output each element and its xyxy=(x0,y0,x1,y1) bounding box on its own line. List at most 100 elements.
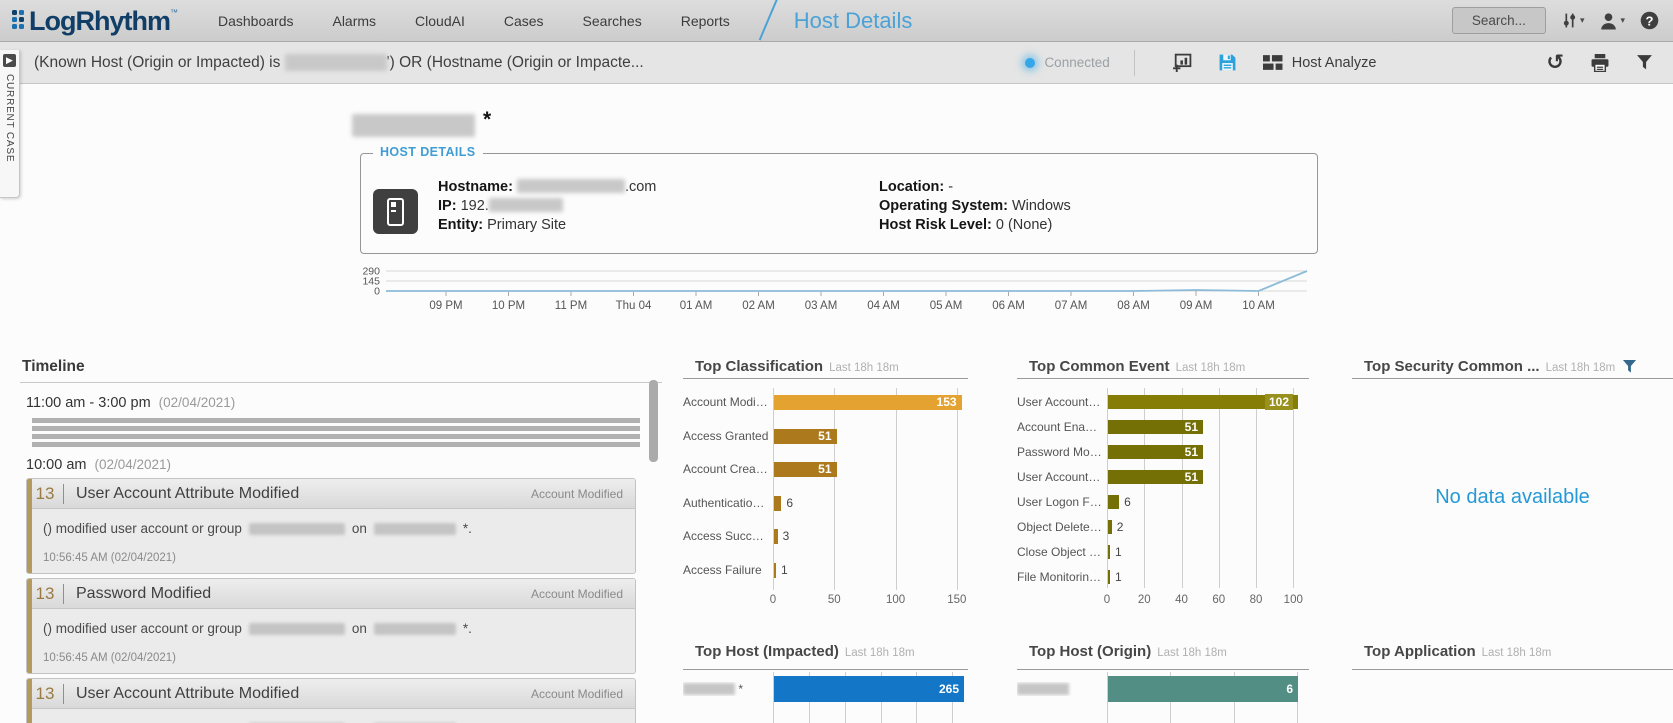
bar-value-label: 51 xyxy=(774,429,832,444)
divider xyxy=(1134,50,1135,76)
timeline-card[interactable]: 13User Account Attribute ModifiedAccount… xyxy=(26,678,636,723)
filter-button[interactable] xyxy=(1636,54,1653,71)
logrhythm-logo[interactable]: LogRhythm ™ xyxy=(12,2,178,40)
bar[interactable] xyxy=(1108,570,1110,584)
nav-item-reports[interactable]: Reports xyxy=(681,13,730,29)
chart-gridline xyxy=(1293,388,1294,588)
chart-category-label: Authentication ... xyxy=(683,496,769,510)
nav-item-cloudai[interactable]: CloudAI xyxy=(415,13,465,29)
bar-value-label: 51 xyxy=(1108,420,1198,434)
chart-category-label: Close Object Fai... xyxy=(1017,545,1103,559)
panel-filter-button[interactable] xyxy=(1622,359,1637,379)
bar[interactable] xyxy=(774,563,776,578)
chart-axis-tick-label: 100 xyxy=(886,594,905,606)
top-nav-bar: LogRhythm ™ Dashboards Alarms CloudAI Ca… xyxy=(0,0,1673,42)
chart-category-label: Account Modifi... xyxy=(683,395,769,409)
logo-dots-icon xyxy=(12,10,24,29)
expand-panel-icon[interactable]: ▶ xyxy=(3,54,16,67)
chart-category-label: User Account C... xyxy=(1017,470,1103,484)
redacted-host-name xyxy=(285,54,387,71)
bar[interactable] xyxy=(1108,545,1110,559)
display-settings-button[interactable]: ▾ xyxy=(1561,12,1585,29)
user-menu-button[interactable]: ▾ xyxy=(1599,12,1625,30)
timeline-card[interactable]: 13Password ModifiedAccount Modified() mo… xyxy=(26,578,636,674)
divider xyxy=(63,484,64,504)
chart-axis-tick-label: 100 xyxy=(1284,594,1303,606)
chart-gridline xyxy=(1144,388,1145,588)
panel-top-application: Top ApplicationLast 18h 18m xyxy=(1352,643,1673,723)
timeline-card[interactable]: 13User Account Attribute ModifiedAccount… xyxy=(26,478,636,574)
bar-value-label: 153 xyxy=(774,395,957,410)
bar-value-label: 3 xyxy=(783,529,790,544)
sparkline-x-tick: Thu 04 xyxy=(616,300,652,312)
layout-grid-icon xyxy=(1263,55,1283,70)
event-description: () modified user account or groupon*. xyxy=(27,709,635,723)
save-search-button[interactable] xyxy=(1218,53,1237,72)
location-field: Location: - xyxy=(879,178,1071,197)
timeline-group-header: 11:00 am - 3:00 pm(02/04/2021) xyxy=(26,395,235,411)
bar[interactable] xyxy=(774,496,781,511)
connection-status: Connected xyxy=(1025,55,1109,70)
panel-top-classification: Top ClassificationLast 18h 18m 050100150… xyxy=(683,358,968,618)
timeline-scrollbar[interactable] xyxy=(649,380,658,462)
sparkline-y-tick: 0 xyxy=(374,286,380,298)
timeline-card-list: 13 User Account Attribute Modified Account… xyxy=(26,478,636,723)
sparkline-x-tick: 10 PM xyxy=(492,300,525,312)
nav-item-searches[interactable]: Searches xyxy=(583,13,642,29)
chart-category-label: User Account A... xyxy=(1017,395,1103,409)
timeline-collapsed-rows[interactable] xyxy=(32,418,640,450)
risk-field: Host Risk Level: 0 (None) xyxy=(879,216,1071,235)
panel-header: Top ApplicationLast 18h 18m xyxy=(1352,643,1673,663)
os-field: Operating System: Windows xyxy=(879,197,1071,216)
hostname-field: Hostname: .com xyxy=(438,178,656,197)
host-details-box: HOST DETAILS Hostname: .com IP: 192. Ent… xyxy=(360,153,1318,254)
chart-gridline xyxy=(1256,388,1257,588)
event-title: User Account Attribute Modified xyxy=(76,685,299,703)
bar-value-label: 102 xyxy=(1108,395,1293,409)
bar-value-label: 265 xyxy=(774,676,959,702)
nav-item-cases[interactable]: Cases xyxy=(504,13,544,29)
bar[interactable] xyxy=(1108,495,1119,509)
print-button[interactable] xyxy=(1590,54,1610,72)
bar-value-label: 51 xyxy=(774,462,832,477)
search-button[interactable]: Search... xyxy=(1452,7,1546,34)
current-case-panel-tab[interactable]: ▶ CURRENT CASE xyxy=(0,50,20,198)
nav-item-dashboards[interactable]: Dashboards xyxy=(218,13,294,29)
search-query-text[interactable]: (Known Host (Origin or Impacted) is ') O… xyxy=(34,54,644,72)
chart-axis-tick-label: 50 xyxy=(828,594,841,606)
divider xyxy=(1352,669,1673,670)
sparkline-x-tick: 06 AM xyxy=(992,300,1025,312)
undo-button[interactable]: ↺ xyxy=(1546,53,1564,73)
event-count-badge: 13 xyxy=(27,584,63,604)
logo-trademark: ™ xyxy=(170,8,178,17)
sparkline-x-tick: 08 AM xyxy=(1117,300,1150,312)
events-over-time-sparkline[interactable]: 290145009 PM10 PM11 PMThu 0401 AM02 AM03… xyxy=(340,260,1330,318)
chart-axis-tick-label: 150 xyxy=(947,594,966,606)
bar[interactable] xyxy=(774,529,778,544)
host-details-legend: HOST DETAILS xyxy=(373,145,483,159)
bar-value-label: 1 xyxy=(781,563,788,578)
host-analyze-button[interactable]: Host Analyze xyxy=(1263,55,1377,71)
bar-value-label: 1 xyxy=(1115,570,1122,584)
host-title-asterisk: * xyxy=(483,108,491,132)
sparkline-x-tick: 05 AM xyxy=(930,300,963,312)
search-filter-bar: (Known Host (Origin or Impacted) is ') O… xyxy=(0,42,1673,84)
help-button[interactable]: ? xyxy=(1640,11,1659,30)
bar-value-label: 51 xyxy=(1108,445,1198,459)
classification-tag: Account Modified xyxy=(531,487,623,501)
add-chart-button[interactable] xyxy=(1172,53,1192,72)
event-count-badge: 13 xyxy=(27,484,63,504)
event-description: () modified user account or groupon*. xyxy=(27,509,635,544)
save-icon xyxy=(1218,53,1237,72)
panel-top-host-impacted: Top Host (Impacted)Last 18h 18m *265 xyxy=(683,643,968,723)
sparkline-x-tick: 04 AM xyxy=(867,300,900,312)
divider xyxy=(20,382,662,383)
sparkline-x-tick: 09 AM xyxy=(1180,300,1213,312)
chevron-down-icon: ▾ xyxy=(1580,15,1585,26)
event-timestamp: 10:56:45 AM (02/04/2021) xyxy=(27,644,635,673)
bar[interactable] xyxy=(1108,520,1112,534)
sparkline-x-tick: 10 AM xyxy=(1242,300,1275,312)
event-description: () modified user account or groupon*. xyxy=(27,609,635,644)
timeline-title: Timeline xyxy=(22,358,662,376)
nav-item-alarms[interactable]: Alarms xyxy=(332,13,376,29)
